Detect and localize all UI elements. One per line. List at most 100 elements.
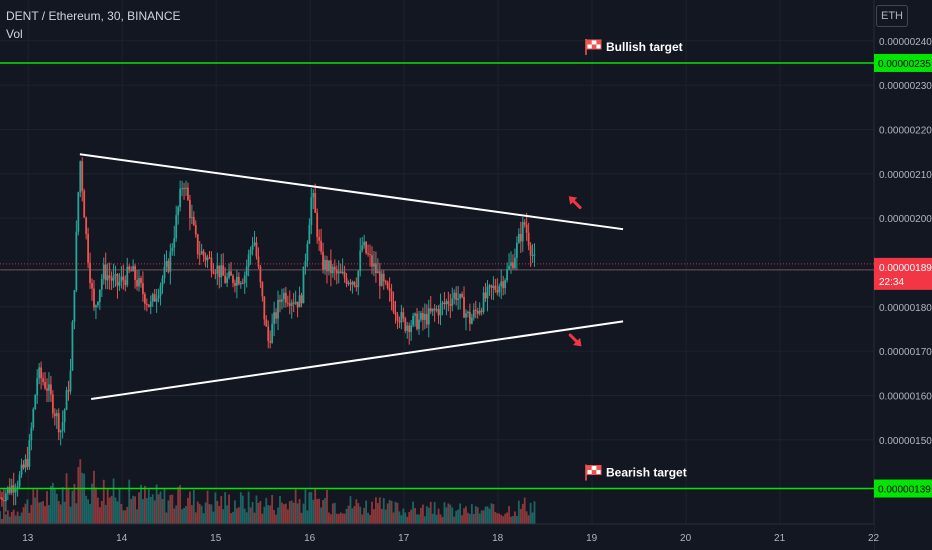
candle-body (179, 188, 182, 208)
volume-bar (496, 513, 499, 524)
candle-body (449, 304, 452, 306)
arrow-down-icon (568, 333, 582, 347)
candle-body (398, 320, 401, 323)
candle-body (204, 255, 207, 261)
candle-body (210, 257, 213, 272)
volume-bar (153, 500, 156, 524)
candle-body (422, 313, 424, 320)
candle-body (282, 292, 285, 300)
volume-bar (151, 494, 154, 524)
volume-bar (220, 495, 223, 524)
time-tick-label: 13 (22, 533, 34, 544)
candle-body (75, 231, 78, 291)
volume-bar (202, 513, 205, 524)
candle-body (496, 289, 499, 293)
volume-bar (239, 492, 242, 524)
candle-body (241, 282, 244, 284)
candle-body (236, 276, 238, 286)
volume-bar (435, 514, 438, 524)
volume-bar (102, 479, 105, 524)
candle-body (175, 215, 178, 239)
candle-body (392, 301, 395, 312)
volume-bar (318, 498, 321, 524)
candle-body (190, 217, 193, 219)
volume-bar (255, 495, 258, 524)
candle-body (320, 240, 322, 252)
price-tick-label: 0.00000220 (879, 125, 932, 136)
volume-bar (138, 492, 140, 524)
volume-bar (206, 490, 209, 524)
volume-bar (386, 503, 389, 524)
volume-bar (447, 503, 450, 524)
volume-bar (410, 509, 413, 524)
volume-bar (98, 507, 101, 524)
volume-bar (147, 489, 150, 524)
price-tick-label: 0.00000200 (879, 214, 932, 225)
volume-bar (89, 504, 91, 524)
volume-bar (422, 504, 424, 524)
candle-body (361, 245, 364, 251)
candle-body (239, 282, 242, 285)
volume-bar (433, 502, 436, 524)
candle-body (257, 256, 260, 267)
flag-check (591, 44, 597, 49)
candle-body (402, 312, 405, 319)
upper-trendline (79, 153, 624, 231)
grid-lines (0, 0, 875, 524)
candle-body (480, 310, 483, 312)
current-price-badge (874, 257, 932, 290)
volume-bar (226, 505, 229, 524)
volume-bar (394, 501, 397, 524)
volume-bar (459, 503, 462, 524)
candle-body (50, 384, 52, 395)
bearish-target-label: Bearish target (606, 466, 687, 480)
volume-bar (16, 511, 19, 524)
candle-body (347, 282, 350, 284)
currency-button[interactable]: ETH (876, 5, 908, 27)
candle-body (42, 378, 44, 382)
candle-body (512, 262, 514, 269)
volume-bar (492, 504, 495, 524)
candle-body (437, 309, 440, 316)
volume-bar (204, 502, 207, 524)
volume-bar (20, 512, 23, 524)
candle-body (194, 224, 197, 235)
candle-body (326, 260, 328, 272)
candle-body (519, 233, 522, 242)
candle-body (418, 319, 420, 330)
volume-bar (367, 512, 369, 524)
volume-bar (292, 502, 295, 524)
volume-bar (79, 459, 82, 524)
volume-bar (218, 506, 221, 524)
volume-bar (347, 505, 350, 524)
volume-bar (443, 502, 446, 524)
candle-body (284, 292, 287, 303)
candle-body (202, 251, 205, 256)
candle-body (0, 497, 1, 499)
volume-bar (91, 483, 93, 524)
volume-bar (286, 509, 289, 524)
volume-bar (457, 509, 460, 524)
volume-bar (38, 502, 41, 524)
volume-bar (142, 499, 144, 524)
volume-bar (498, 513, 501, 524)
target-price-badge (874, 53, 932, 72)
candle-body (110, 277, 113, 281)
volume-bar (73, 483, 76, 524)
candle-body (100, 279, 103, 290)
volume-bar (322, 500, 324, 524)
candle-body (255, 242, 258, 257)
candle-body (459, 293, 462, 299)
candle-body (355, 285, 358, 288)
time-tick-label: 20 (680, 533, 692, 544)
volume-bar (237, 507, 240, 524)
volume-bar (308, 492, 311, 524)
volume-bar (463, 508, 465, 524)
candle-body (149, 301, 152, 307)
candle-body (61, 422, 64, 431)
volume-bar (114, 497, 117, 524)
candle-body (292, 302, 295, 304)
candle-body (128, 266, 131, 271)
